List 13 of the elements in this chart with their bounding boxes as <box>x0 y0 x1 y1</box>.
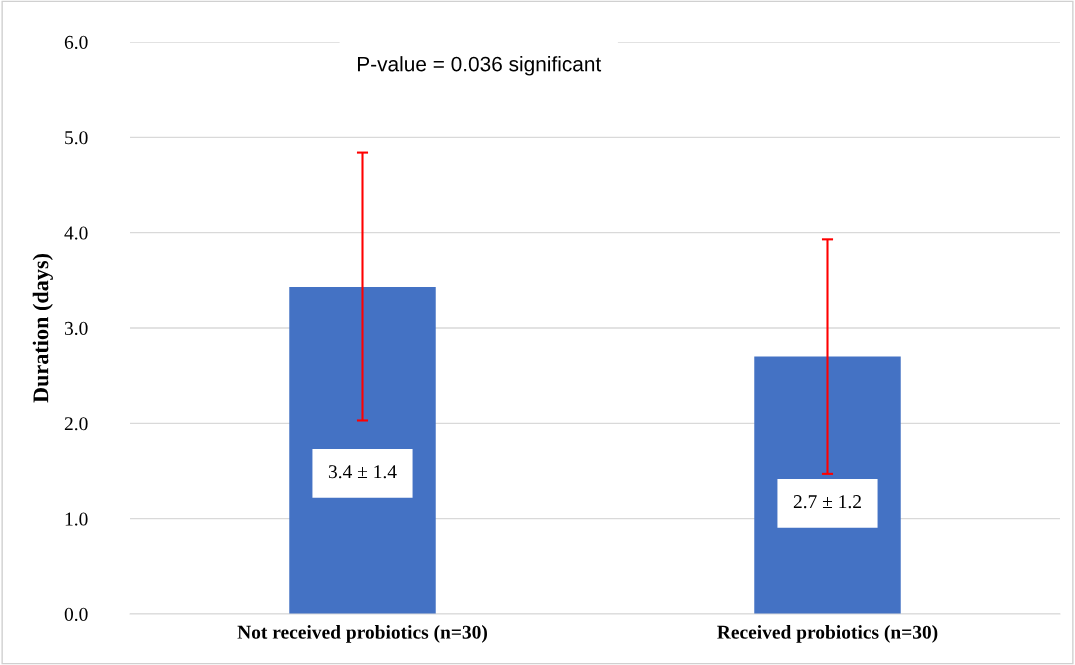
y-tick-label: 0.0 <box>64 607 88 622</box>
y-tick-label: 4.0 <box>64 226 88 240</box>
annotation: P-value = 0.036 significant <box>357 56 602 76</box>
x-tick-label: Received probiotics (n=30) <box>717 625 938 643</box>
y-tick-label: 1.0 <box>65 512 88 526</box>
y-tick-label: 6.0 <box>64 35 88 50</box>
y-tick-label: 2.0 <box>64 417 88 431</box>
data-label: 3.4 ± 1.4 <box>328 465 397 479</box>
y-tick-label: 5.0 <box>65 131 88 145</box>
data-label: 2.7 ± 1.2 <box>793 495 861 509</box>
y-tick-label: 3.0 <box>64 321 88 336</box>
x-tick-label: Not received probiotics (n=30) <box>237 625 487 643</box>
y-axis-title: Duration (days) <box>32 253 53 403</box>
